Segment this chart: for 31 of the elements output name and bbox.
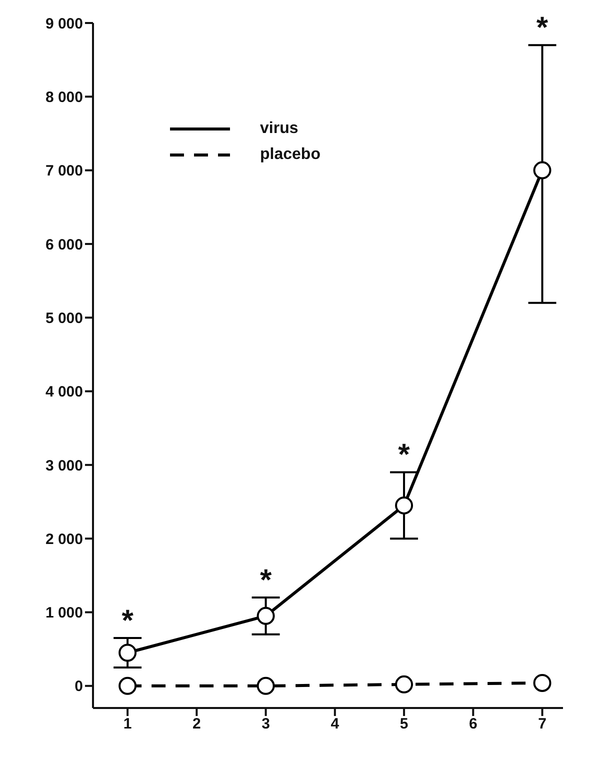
x-tick-label: 2: [192, 716, 201, 733]
annotation: *: [398, 438, 410, 472]
annotation: *: [536, 11, 548, 44]
x-tick-label: 6: [468, 716, 478, 733]
y-tick-label: 0: [74, 678, 83, 696]
point: [533, 161, 552, 180]
point: [118, 644, 137, 662]
annotation: *: [122, 604, 134, 638]
x-tick-label: 7: [538, 716, 546, 733]
x-tick-label: 5: [400, 716, 408, 733]
x-tick-label: 1: [123, 716, 132, 733]
legend-label: placebo: [260, 145, 320, 165]
y-tick-label: 5 000: [45, 310, 83, 327]
y-tick-label: 4 000: [45, 384, 83, 401]
point: [395, 496, 414, 514]
legend-label: virus: [260, 119, 298, 139]
y-tick-label: 2 000: [45, 530, 83, 548]
y-tick-label: 9 000: [45, 15, 83, 32]
point: [256, 606, 275, 625]
y-tick-label: 6 000: [45, 236, 83, 254]
y-tick-label: 3 000: [45, 457, 83, 474]
y-tick-label: 7 000: [45, 162, 83, 180]
x-tick-label: 3: [262, 716, 270, 733]
point: [395, 675, 414, 694]
x-tick-label: 4: [330, 716, 340, 733]
annotation: *: [260, 564, 272, 597]
point: [533, 674, 552, 692]
point: [256, 676, 275, 695]
y-tick-label: 1 000: [45, 604, 83, 622]
point: [118, 676, 137, 695]
y-tick-label: 8 000: [45, 88, 83, 106]
